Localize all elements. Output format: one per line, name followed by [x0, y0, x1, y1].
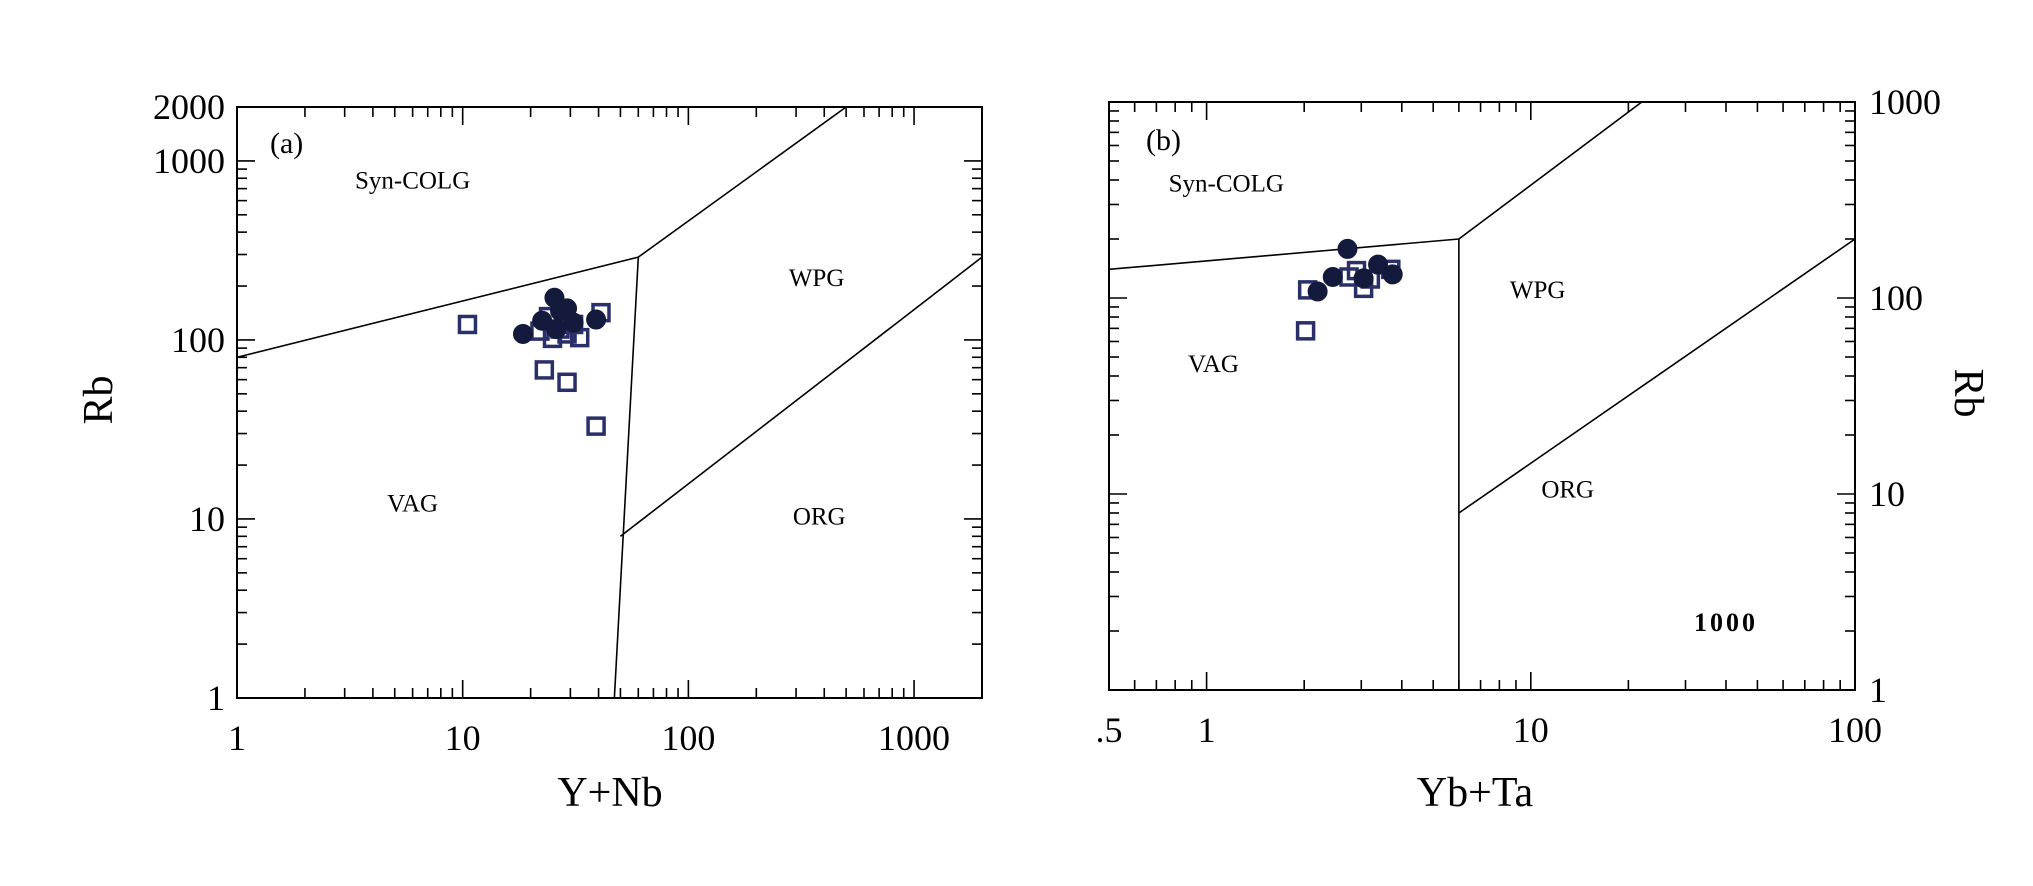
boundary-lines — [237, 107, 982, 698]
data-point-filled-circle — [1337, 238, 1358, 259]
y-tick-label: 2000 — [153, 87, 225, 127]
boundary-line-1 — [637, 107, 847, 258]
data-point-filled-circle — [586, 309, 607, 330]
data-point-filled-circle — [1382, 264, 1403, 285]
boundary-line-3 — [619, 256, 982, 537]
data-point-open-square — [1295, 321, 1316, 341]
x-tick-label: 1 — [228, 718, 246, 758]
data-point-filled-circle — [1368, 254, 1389, 275]
y-tick-label: 100 — [171, 320, 225, 360]
data-point-filled-circle — [1353, 268, 1374, 289]
axis-ticks — [236, 106, 983, 699]
annotation-text: 1000 — [1694, 608, 1758, 637]
data-point-open-square — [534, 360, 555, 380]
field-label-wpg: WPG — [1510, 277, 1566, 304]
y-axis-label-a: Rb — [76, 375, 122, 424]
data-point-filled-circle — [563, 312, 584, 333]
y-tick-label: 1000 — [153, 141, 225, 181]
field-labels: Syn-COLG WPG VAG ORG 1000 — [1169, 170, 1758, 637]
y-tick-label: 1000 — [1869, 82, 1941, 122]
data-point-open-square — [557, 372, 577, 393]
boundary-line-1 — [1458, 102, 1643, 240]
x-tick-label: 1000 — [878, 718, 950, 758]
data-point-open-square — [457, 314, 478, 335]
y-tick-label: 10 — [1869, 474, 1905, 514]
field-label-vag: VAG — [1188, 351, 1239, 378]
field-label-syn-colg: Syn-COLG — [1169, 170, 1284, 197]
y-axis-label-b: Rb — [1945, 368, 1991, 417]
boundary-lines — [1109, 102, 1855, 690]
data-points — [1295, 238, 1403, 341]
data-point-filled-circle — [1322, 266, 1343, 287]
x-tick-label: 10 — [445, 718, 481, 758]
field-label-wpg: WPG — [789, 265, 845, 292]
field-label-org: ORG — [793, 504, 846, 531]
panel-label-a: (a) — [270, 127, 303, 160]
x-tick-label: 1 — [1198, 710, 1216, 750]
boundary-line-3 — [1458, 238, 1855, 514]
data-point-filled-circle — [1307, 281, 1328, 302]
y-tick-label: 10 — [189, 499, 225, 539]
field-label-vag: VAG — [387, 491, 438, 518]
field-label-org: ORG — [1541, 476, 1594, 503]
x-tick-label: .5 — [1096, 710, 1123, 750]
y-tick-label: 1 — [207, 678, 225, 718]
boundary-line-2 — [613, 257, 640, 698]
y-tick-label: 100 — [1869, 278, 1923, 318]
tick-labels: 1 10 100 1000 1 10 100 1000 2000 — [153, 87, 950, 758]
panel-label-b: (b) — [1146, 124, 1181, 157]
data-point-filled-circle — [546, 319, 567, 340]
x-tick-label: 10 — [1513, 710, 1549, 750]
y-tick-label: 1 — [1869, 670, 1887, 710]
plot-frame-b — [1108, 101, 1856, 691]
x-tick-label: 100 — [1828, 710, 1882, 750]
x-axis-label-b: Yb+Ta — [1417, 770, 1534, 816]
x-axis-label-a: Y+Nb — [557, 770, 662, 816]
data-point-filled-circle — [512, 323, 533, 344]
boundary-line-0 — [237, 256, 639, 359]
data-points — [457, 287, 611, 436]
field-labels: Syn-COLG WPG VAG ORG — [355, 168, 846, 531]
panel-a: 1 10 100 1000 1 10 100 1000 2000 Syn-COLG WPG VAG O… — [76, 87, 983, 816]
field-label-syn-colg: Syn-COLG — [355, 168, 470, 195]
data-point-open-square — [586, 416, 606, 436]
x-tick-label: 100 — [661, 718, 715, 758]
plot-frame-a — [236, 106, 983, 699]
boundary-line-0 — [1109, 238, 1459, 271]
